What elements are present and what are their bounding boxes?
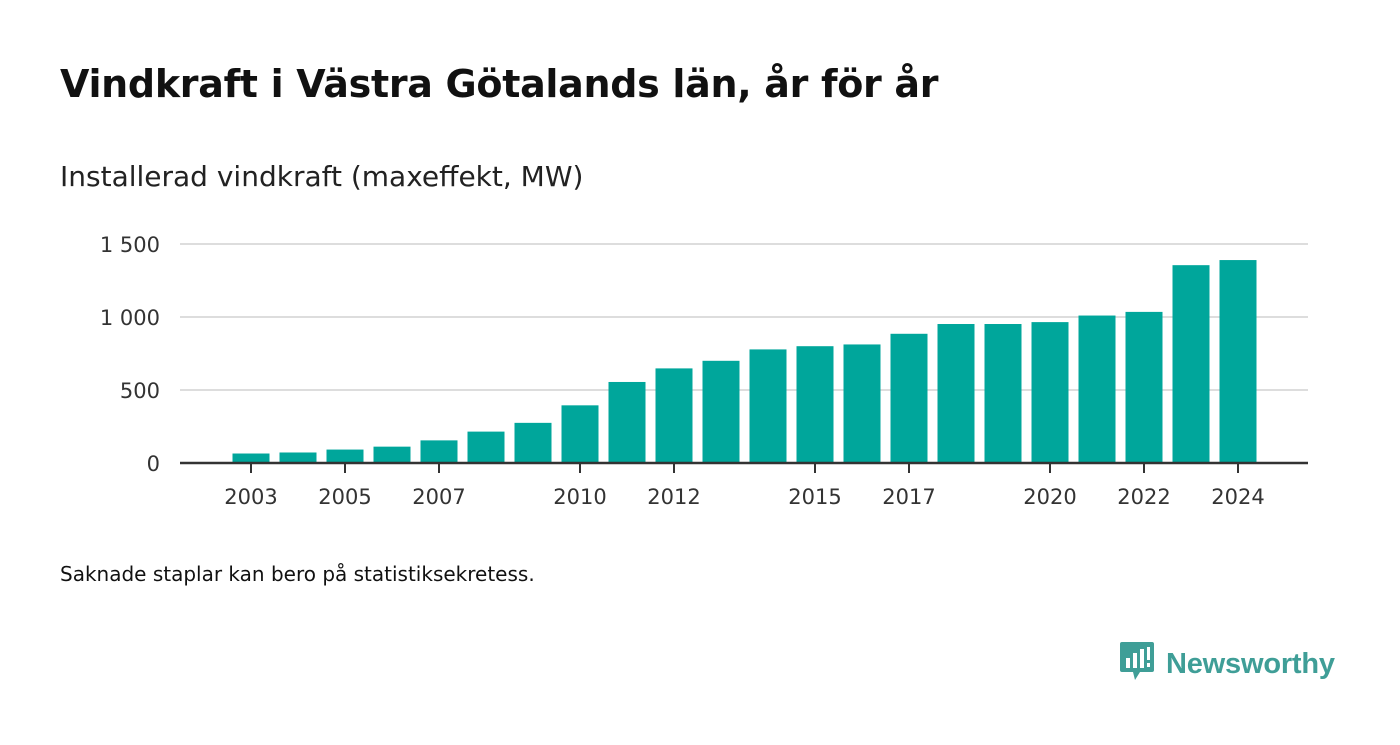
bar-2015 (796, 346, 834, 463)
x-tick-label: 2010 (553, 485, 606, 509)
bar-2024 (1219, 260, 1257, 463)
bar-2007 (420, 440, 458, 463)
footnote: Saknade staplar kan bero på statistiksek… (60, 562, 535, 586)
y-tick-label: 1 500 (100, 233, 160, 257)
bar-2019 (984, 324, 1022, 463)
x-axis-ticks: 2003 2005 2007 2010 2012 2015 2017 2020 2022 2024 (224, 463, 1265, 509)
x-tick-label: 2017 (882, 485, 935, 509)
bar-2014 (749, 349, 787, 463)
x-tick-label: 2007 (412, 485, 465, 509)
gridlines (180, 243, 1308, 391)
y-tick-label: 0 (147, 452, 160, 476)
bar-2023 (1172, 265, 1210, 463)
bar-2012 (655, 368, 693, 463)
bar-2009 (514, 422, 552, 463)
bars (232, 260, 1257, 463)
y-tick-label: 1 000 (100, 306, 160, 330)
bar-2022 (1125, 311, 1163, 463)
chart-subtitle: Installerad vindkraft (maxeffekt, MW) (60, 160, 584, 193)
x-tick-label: 2020 (1023, 485, 1076, 509)
bar-2008 (467, 431, 505, 463)
bar-2011 (608, 381, 646, 463)
bar-2010 (561, 405, 599, 463)
newsworthy-logo-icon (1118, 640, 1156, 688)
y-axis-ticks: 0 500 1 000 1 500 (100, 233, 160, 476)
bar-2021 (1078, 315, 1116, 463)
bar-2017 (890, 333, 928, 463)
bar-2013 (702, 360, 740, 463)
x-tick-label: 2022 (1117, 485, 1170, 509)
bar-2020 (1031, 322, 1069, 463)
bar-2016 (843, 344, 881, 463)
bar-2004 (279, 452, 317, 463)
bar-2018 (937, 324, 975, 463)
brand-name: Newsworthy (1166, 647, 1335, 680)
x-tick-label: 2012 (647, 485, 700, 509)
brand-logo: Newsworthy (1118, 640, 1335, 688)
chart-title: Vindkraft i Västra Götalands län, år för… (60, 62, 939, 106)
bar-2005 (326, 449, 364, 463)
x-tick-label: 2015 (788, 485, 841, 509)
y-tick-label: 500 (120, 379, 160, 403)
x-tick-label: 2024 (1211, 485, 1264, 509)
bar-2006 (373, 446, 411, 463)
x-tick-label: 2005 (318, 485, 371, 509)
x-tick-label: 2003 (224, 485, 277, 509)
bar-2003 (232, 453, 270, 463)
